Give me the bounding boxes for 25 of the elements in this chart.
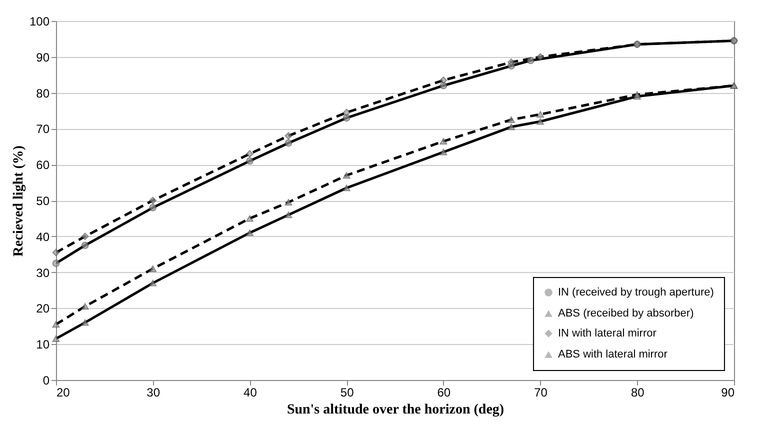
- y-tick-label: 70: [36, 122, 50, 136]
- y-tick-label: 60: [36, 158, 50, 172]
- x-tick-label: 20: [56, 386, 70, 400]
- y-tick-label: 40: [36, 230, 50, 244]
- x-tick-label: 30: [146, 386, 160, 400]
- x-tick-label: 60: [437, 386, 451, 400]
- y-tick-label: 0: [42, 374, 50, 388]
- x-tick-label: 90: [721, 386, 735, 400]
- x-tick-label: 80: [630, 386, 645, 400]
- y-tick-label: 80: [36, 86, 50, 100]
- y-tick-label: 100: [29, 14, 50, 28]
- y-tick-label: 10: [36, 338, 50, 352]
- y-tick-label: 50: [36, 194, 50, 208]
- y-axis-title: Recieved light (%): [11, 145, 26, 257]
- legend-label: ABS (receibed by absorber): [558, 308, 694, 320]
- legend-label: IN with lateral mirror: [558, 328, 657, 340]
- x-tick-label: 40: [244, 386, 258, 400]
- legend-label: IN (received by trough aperture): [558, 286, 714, 298]
- x-tick-label: 50: [340, 386, 354, 400]
- y-tick-label: 90: [36, 50, 50, 64]
- x-axis-title: Sun's altitude over the horizon (deg): [286, 402, 504, 418]
- y-tick-label: 20: [36, 302, 50, 316]
- x-tick-label: 70: [534, 386, 548, 400]
- y-tick-label: 30: [36, 266, 50, 280]
- legend-label: ABS with lateral mirror: [558, 348, 668, 360]
